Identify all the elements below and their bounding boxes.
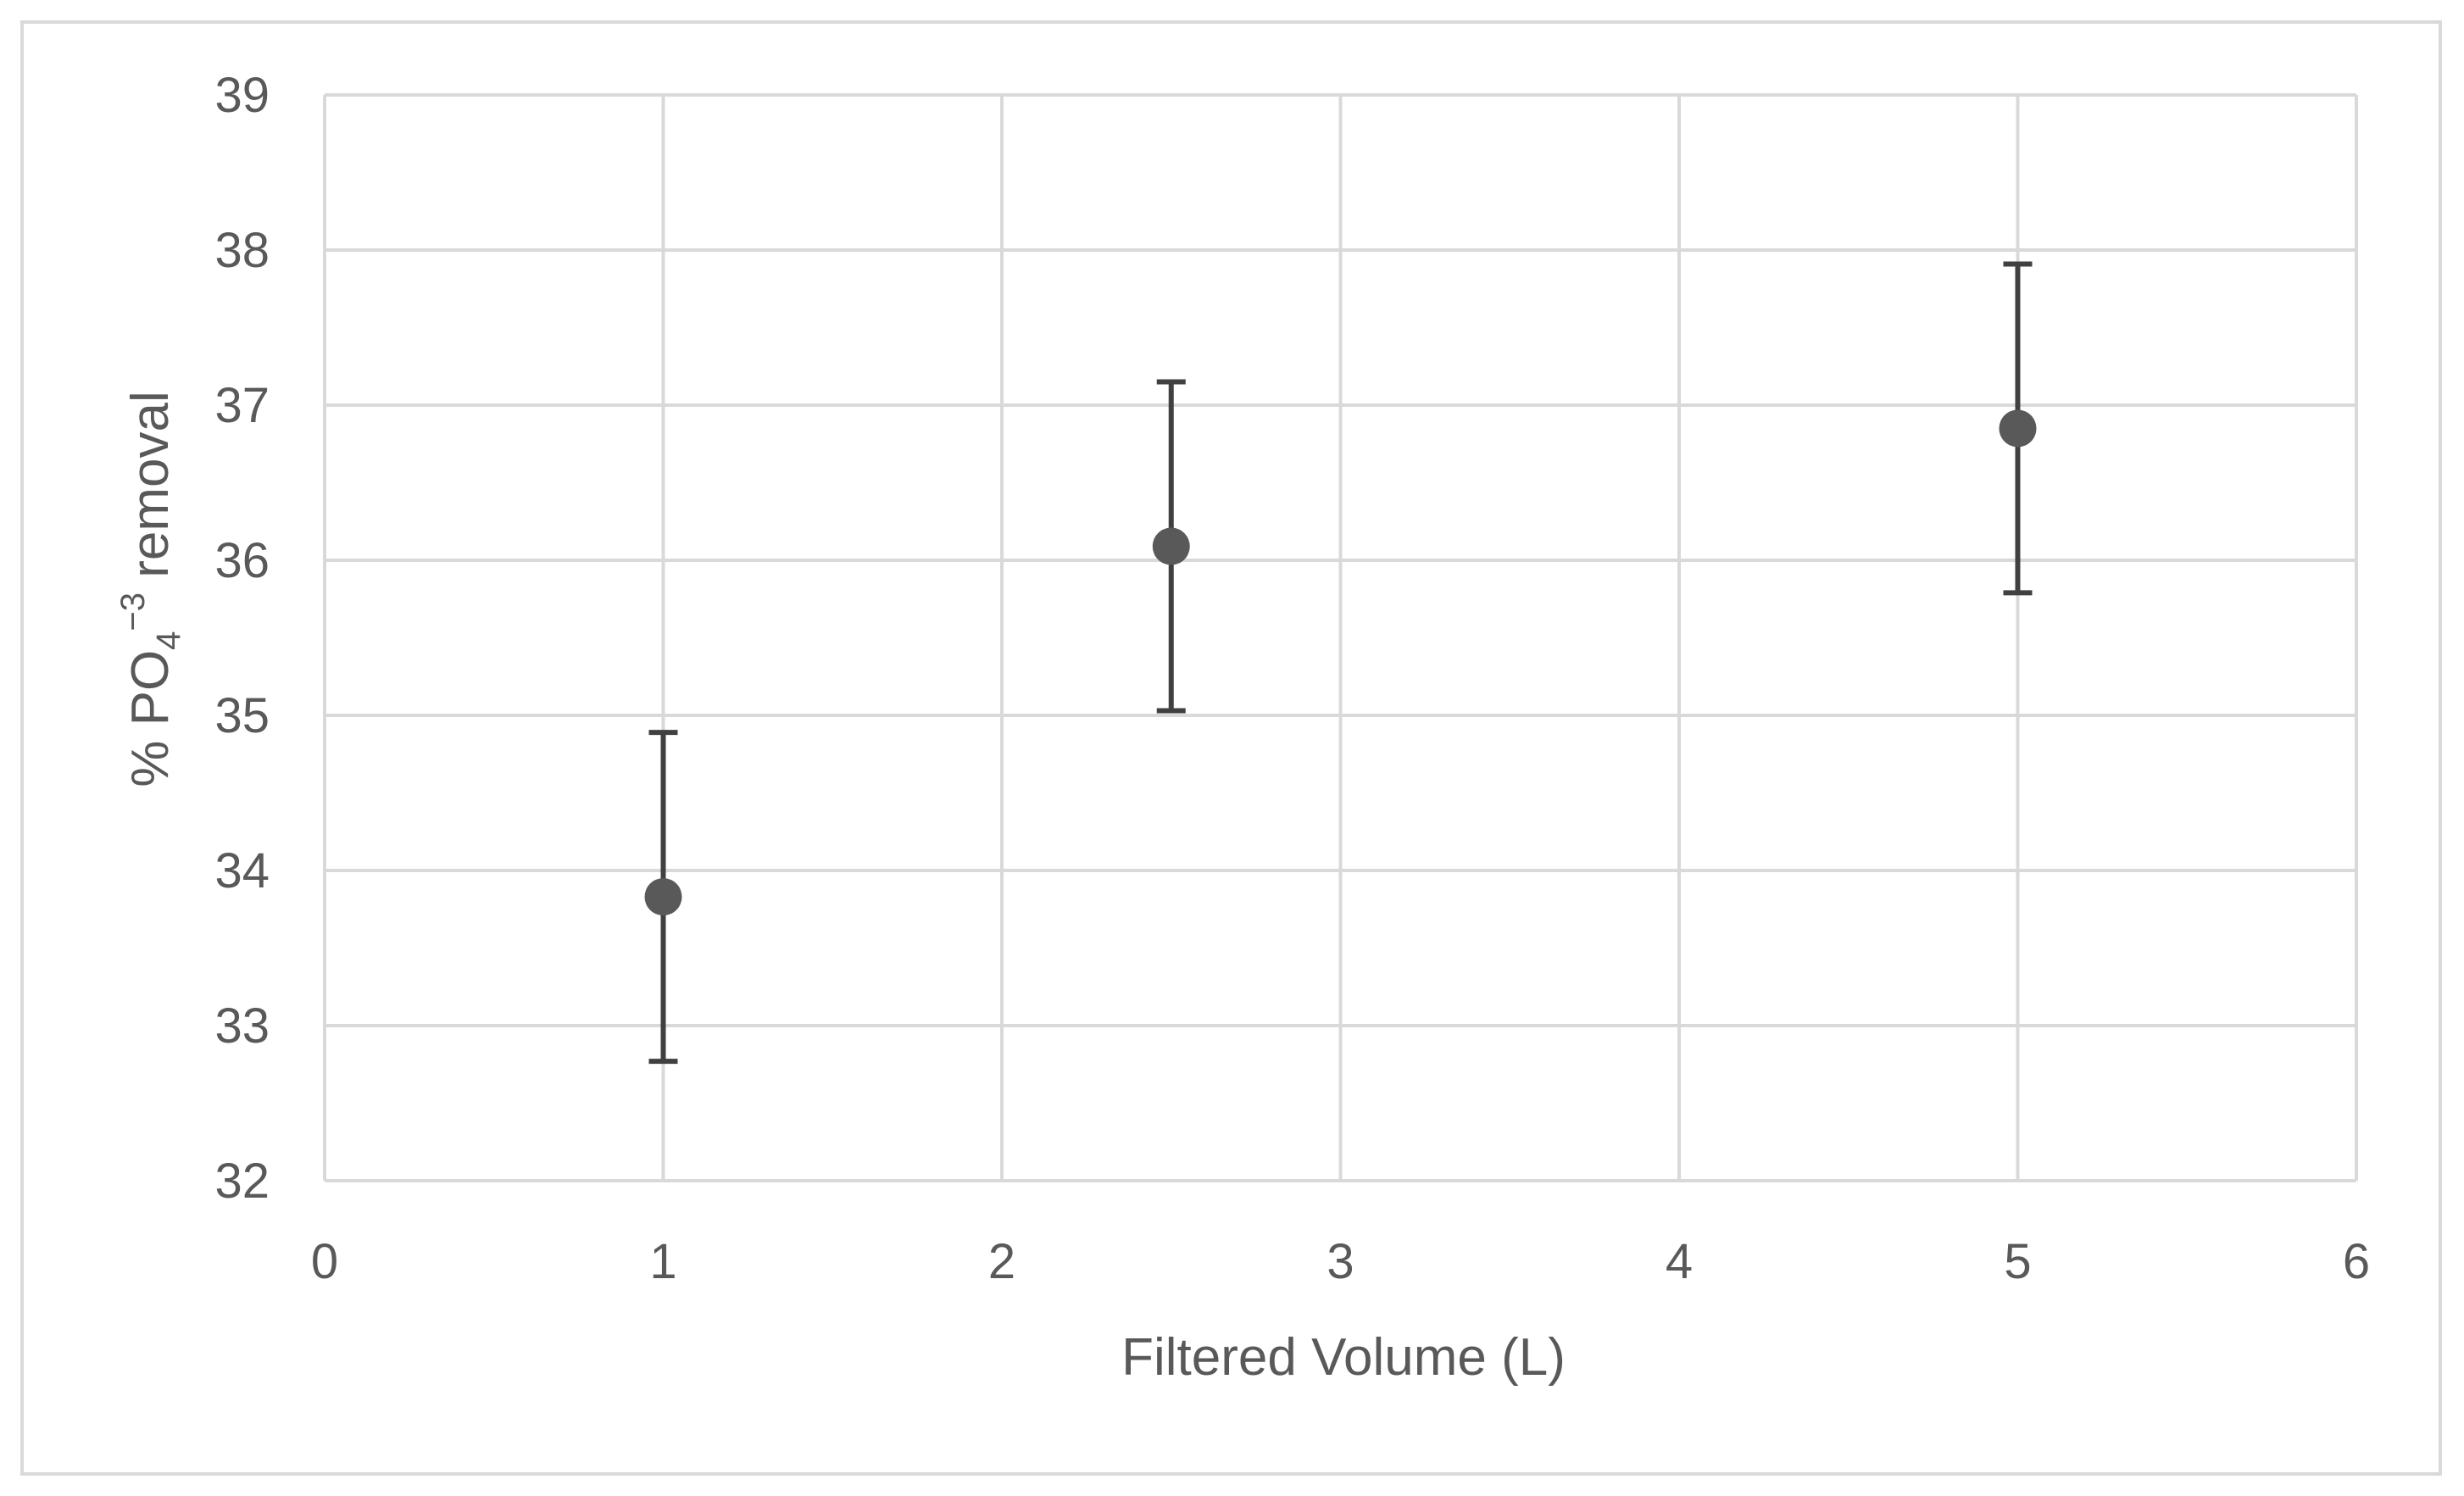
x-tick-label: 6 bbox=[2343, 1234, 2370, 1289]
x-tick-label: 0 bbox=[311, 1234, 338, 1289]
y-tick-label: 35 bbox=[214, 688, 270, 743]
y-tick-label: 38 bbox=[214, 223, 270, 278]
x-tick-label: 3 bbox=[1327, 1234, 1354, 1289]
y-tick-label: 33 bbox=[214, 998, 270, 1054]
data-point bbox=[1152, 527, 1190, 565]
x-tick-label: 5 bbox=[2004, 1234, 2031, 1289]
y-axis-ticks: 32 33 34 35 36 37 38 39 bbox=[214, 68, 270, 1209]
y-axis-title-prefix: % PO bbox=[121, 650, 180, 787]
y-tick-label: 39 bbox=[214, 68, 270, 123]
x-tick-label: 4 bbox=[1666, 1234, 1693, 1289]
y-axis-title-superscript: −3 bbox=[114, 592, 152, 631]
x-axis-ticks: 0 1 2 3 4 5 6 bbox=[311, 1234, 2370, 1289]
chart-frame bbox=[20, 20, 2442, 1476]
data-point bbox=[644, 878, 682, 916]
x-tick-label: 1 bbox=[649, 1234, 676, 1289]
x-axis-title: Filtered Volume (L) bbox=[1121, 1328, 1566, 1387]
y-axis-title-subscript: 4 bbox=[150, 631, 187, 650]
data-point bbox=[1999, 409, 2037, 448]
y-tick-label: 36 bbox=[214, 533, 270, 588]
y-tick-label: 34 bbox=[214, 843, 270, 898]
y-tick-label: 32 bbox=[214, 1154, 270, 1209]
y-axis-title: % PO4−3 removal bbox=[114, 391, 187, 787]
grid bbox=[323, 93, 2358, 1182]
y-axis-title-suffix: removal bbox=[121, 391, 180, 592]
x-tick-label: 2 bbox=[988, 1234, 1015, 1289]
data-points bbox=[644, 409, 2037, 916]
y-tick-label: 37 bbox=[214, 378, 270, 433]
